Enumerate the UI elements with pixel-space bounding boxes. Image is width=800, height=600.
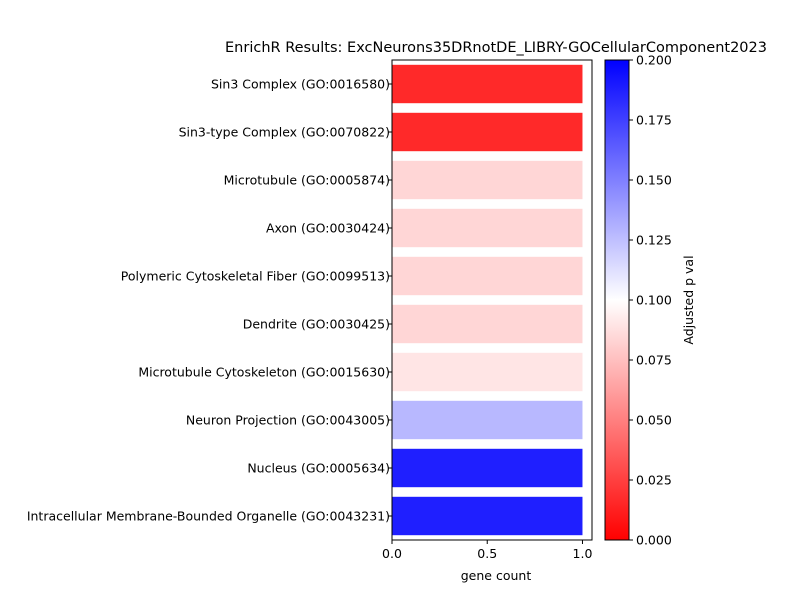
bar (392, 400, 583, 440)
category-label: Axon (GO:0030424) (266, 221, 390, 236)
colorbar-tick-label: 0.025 (636, 473, 672, 488)
chart-title: EnrichR Results: ExcNeurons35DRnotDE_LIB… (225, 40, 767, 56)
bar (392, 208, 583, 248)
category-label: Neuron Projection (GO:0043005) (186, 413, 390, 428)
colorbar-ticks: 0.000 0.025 0.050 0.075 0.100 0.125 0.150 0.175… (629, 53, 672, 548)
colorbar-tick-label: 0.125 (636, 233, 672, 248)
category-label: Sin3 Complex (GO:0016580) (211, 77, 390, 92)
x-tick-label: 0.0 (382, 546, 402, 561)
x-tick-label: 0.5 (477, 546, 497, 561)
category-label: Nucleus (GO:0005634) (247, 461, 390, 476)
bar (392, 64, 583, 104)
colorbar-tick-label: 0.100 (636, 293, 672, 308)
colorbar-tick-label: 0.150 (636, 173, 672, 188)
bar (392, 256, 583, 296)
colorbar-tick-label: 0.175 (636, 113, 672, 128)
plot-frame (391, 59, 593, 541)
category-label: Intracellular Membrane-Bounded Organelle… (27, 509, 390, 524)
x-axis-ticks: 0.0 0.5 1.0 (382, 540, 592, 561)
bar (392, 160, 583, 200)
category-label: Microtubule Cytoskeleton (GO:0015630) (138, 365, 390, 380)
x-tick-label: 1.0 (573, 546, 593, 561)
bar (392, 352, 583, 392)
bar (392, 496, 583, 536)
category-label: Microtubule (GO:0005874) (224, 173, 390, 188)
category-label: Polymeric Cytoskeletal Fiber (GO:0099513… (121, 269, 390, 284)
colorbar-tick-label: 0.050 (636, 413, 672, 428)
bar (392, 448, 583, 488)
colorbar (604, 59, 630, 541)
category-label: Dendrite (GO:0030425) (243, 317, 390, 332)
bar (392, 112, 583, 152)
category-labels: Sin3 Complex (GO:0016580) Sin3-type Compl… (27, 77, 392, 524)
colorbar-label: Adjusted p val (681, 255, 696, 344)
bars-layer (392, 64, 583, 536)
x-axis-label: gene count (461, 568, 532, 583)
colorbar-tick-label: 0.200 (636, 53, 672, 68)
colorbar-tick-label: 0.000 (636, 533, 672, 548)
colorbar-tick-label: 0.075 (636, 353, 672, 368)
category-label: Sin3-type Complex (GO:0070822) (179, 125, 390, 140)
bar (392, 304, 583, 344)
